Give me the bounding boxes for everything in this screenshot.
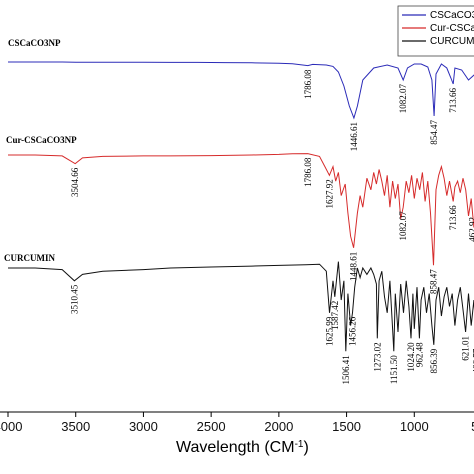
peak-label-10: 1082.07 (398, 211, 408, 241)
peak-label-1: 1446.61 (349, 122, 359, 151)
legend: CSCaCO3NP Cur-CSCaCO3NP CURCUMIN (397, 5, 474, 57)
peak-label-7: 1786.08 (303, 157, 313, 187)
peak-label-16: 1625.99 (325, 316, 335, 346)
peak-label-13: 462.92 (468, 217, 474, 242)
x-axis-title-superscript: -1 (295, 439, 304, 450)
legend-label-0: CSCaCO3NP (430, 10, 474, 21)
x-tick-label-1: 3500 (61, 419, 90, 434)
peak-label-20: 1273.02 (372, 342, 382, 371)
x-tick-label-3: 2500 (197, 419, 226, 434)
peak-label-3: 854.47 (429, 120, 439, 145)
x-tick-label-6: 1000 (400, 419, 429, 434)
series-label-0: CSCaCO3NP (8, 38, 61, 48)
peak-label-24: 856.39 (429, 348, 439, 373)
x-axis-title-main: Wavelength (CM (176, 439, 295, 456)
x-tick-label-2: 3000 (129, 419, 158, 434)
peak-label-26: 466.77 (472, 348, 474, 373)
peak-label-4: 713.66 (448, 88, 458, 113)
plot-area: CSCaCO3NP Cur-CSCaCO3NP CURCUMIN 1786.08 144… (4, 38, 474, 384)
peak-label-22: 1024.20 (406, 342, 416, 372)
peak-label-15: 3510.45 (69, 284, 79, 314)
x-tick-label-7: 500 (471, 419, 474, 434)
peak-label-11: 858.47 (429, 269, 439, 294)
legend-box (397, 5, 474, 57)
peak-label-2: 1082.07 (398, 84, 408, 114)
peak-label-0: 1786.08 (303, 69, 313, 99)
peak-label-25: 621.01 (461, 336, 471, 361)
x-tick-label-5: 1500 (332, 419, 361, 434)
series-line-2 (8, 261, 474, 352)
x-axis-title-end: ) (303, 439, 308, 456)
peak-label-9: 1448.61 (349, 252, 359, 281)
peak-label-6: 3504.66 (70, 167, 80, 197)
legend-label-2: CURCUMIN (430, 36, 474, 47)
x-tick-label-4: 2000 (264, 419, 293, 434)
peak-label-23: 962.48 (414, 342, 424, 367)
x-axis-title: Wavelength (CM-1) (176, 439, 309, 457)
series-label-1: Cur-CSCaCO3NP (6, 135, 77, 145)
legend-label-1: Cur-CSCaCO3NP (430, 23, 474, 34)
peak-label-12: 713.66 (448, 205, 458, 230)
x-axis: 4000 3500 3000 2500 2000 1500 1000 500 (0, 411, 474, 434)
x-tick-label-0: 4000 (0, 419, 22, 434)
series-line-1 (8, 153, 474, 266)
series-label-2: CURCUMIN (4, 253, 55, 263)
peak-label-8: 1627.92 (324, 179, 334, 208)
peak-label-17: 1587.42 (330, 301, 340, 330)
peak-label-21: 1151.50 (389, 355, 399, 384)
peak-label-18: 1506.41 (341, 355, 351, 384)
peak-label-19: 1456.26 (348, 316, 358, 346)
series-line-0 (8, 61, 474, 120)
